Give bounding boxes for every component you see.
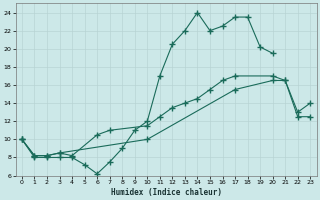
X-axis label: Humidex (Indice chaleur): Humidex (Indice chaleur) xyxy=(111,188,221,197)
